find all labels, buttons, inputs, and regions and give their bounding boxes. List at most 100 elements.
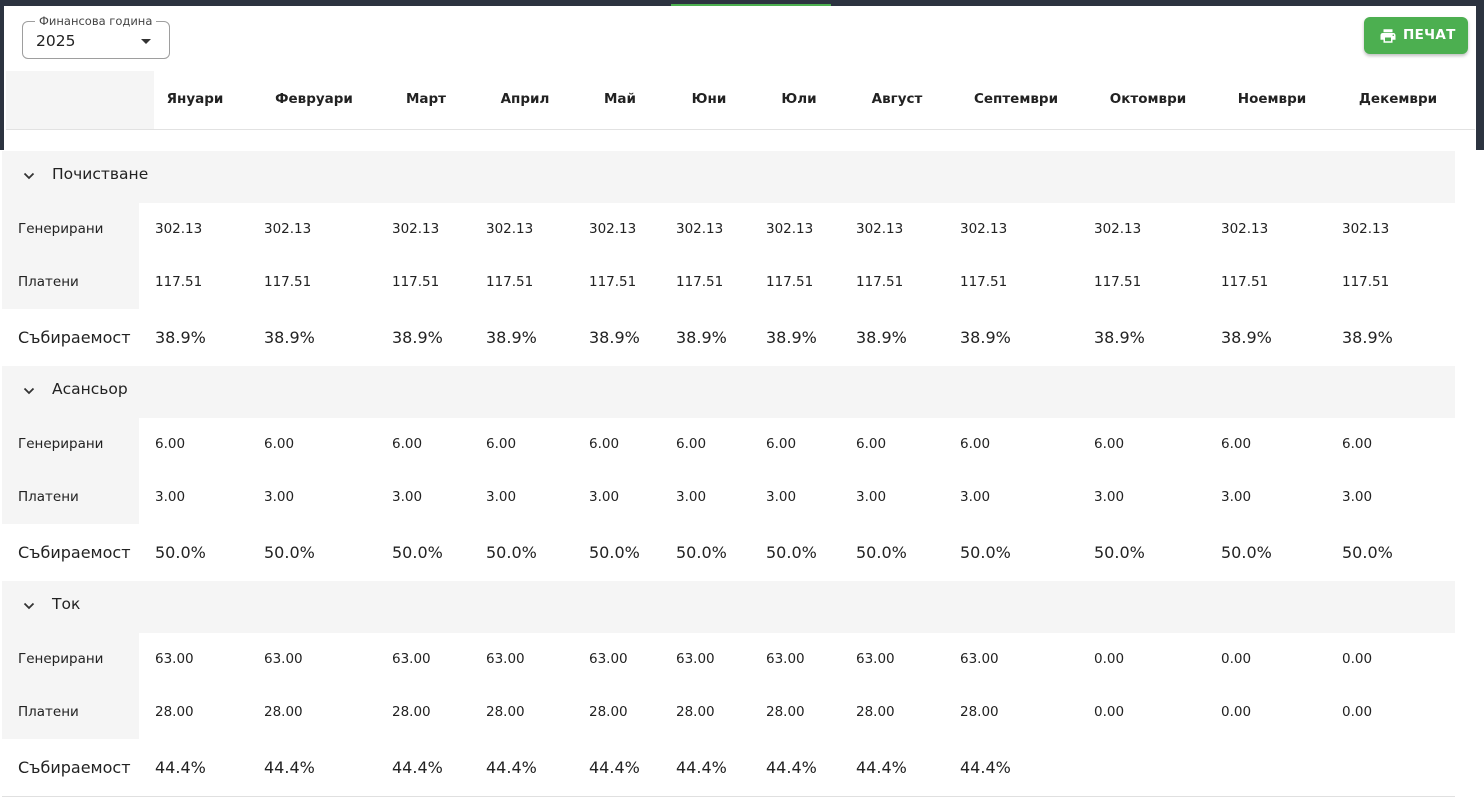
row-label-cell: Събираемост	[2, 309, 139, 366]
table-cell: 6.00	[264, 436, 295, 452]
table-cell: 63.00	[392, 651, 431, 667]
table-cell: 117.51	[1221, 274, 1269, 290]
row-label: Генерирани	[18, 221, 104, 237]
table-cell: 63.00	[766, 651, 805, 667]
active-tab-indicator	[671, 4, 831, 6]
table-cell: 38.9%	[960, 328, 1011, 347]
group-label: Ток	[52, 595, 81, 613]
table-cell: 63.00	[589, 651, 628, 667]
header-corner-cell	[6, 71, 154, 129]
table-cell: 28.00	[589, 704, 628, 720]
table-cell: 302.13	[155, 221, 203, 237]
table-cell: 3.00	[1221, 489, 1252, 505]
table-row-collection: Събираемост 44.4% 44.4% 44.4% 44.4% 44.4% 44.4…	[2, 739, 1455, 797]
row-label-cell: Платени	[2, 686, 139, 739]
table-cell: 38.9%	[264, 328, 315, 347]
fiscal-year-value: 2025	[36, 32, 76, 50]
row-label-cell: Събираемост	[2, 739, 139, 796]
month-header: Септември	[973, 91, 1059, 107]
table-cell: 50.0%	[1221, 543, 1272, 562]
table-row-paid: Платени 3.00 3.00 3.00 3.00 3.00 3.00 3.00 3.00 3…	[2, 471, 1455, 525]
row-label-cell: Платени	[2, 256, 139, 309]
table-cell: 28.00	[960, 704, 999, 720]
table-cell: 302.13	[486, 221, 534, 237]
table-cell: 28.00	[392, 704, 431, 720]
table-cell: 63.00	[486, 651, 525, 667]
print-button[interactable]: ПЕЧАТ	[1364, 17, 1468, 54]
table-row-collection: Събираемост 50.0% 50.0% 50.0% 50.0% 50.0% 50.0…	[2, 524, 1455, 582]
table-cell: 3.00	[960, 489, 991, 505]
table-cell: 3.00	[486, 489, 517, 505]
row-label-cell: Генерирани	[2, 418, 139, 471]
row-label: Събираемост	[18, 328, 131, 347]
fiscal-year-label: Финансова година	[35, 14, 157, 28]
table-cell: 28.00	[155, 704, 194, 720]
row-label: Генерирани	[18, 436, 104, 452]
table-cell: 63.00	[856, 651, 895, 667]
table-cell: 302.13	[1221, 221, 1269, 237]
group-label: Асансьор	[52, 380, 128, 398]
table-cell: 302.13	[392, 221, 440, 237]
table-cell: 44.4%	[486, 758, 537, 777]
table-cell: 44.4%	[155, 758, 206, 777]
table-cell: 50.0%	[486, 543, 537, 562]
row-label-cell: Събираемост	[2, 524, 139, 581]
row-label: Събираемост	[18, 758, 131, 777]
chevron-down-icon[interactable]	[23, 385, 35, 397]
table-cell: 38.9%	[766, 328, 817, 347]
fiscal-year-select[interactable]: Финансова година 2025	[22, 14, 170, 59]
table-cell: 50.0%	[392, 543, 443, 562]
table-cell: 117.51	[589, 274, 637, 290]
table-cell: 6.00	[1094, 436, 1125, 452]
table-cell: 0.00	[1342, 651, 1373, 667]
month-header: Август	[871, 91, 923, 107]
row-label: Платени	[18, 489, 79, 505]
table-cell: 50.0%	[1094, 543, 1145, 562]
table-cell: 28.00	[856, 704, 895, 720]
table-row-generated: Генерирани 63.00 63.00 63.00 63.00 63.00 63.00…	[2, 633, 1455, 687]
row-label: Генерирани	[18, 651, 104, 667]
table-cell: 117.51	[155, 274, 203, 290]
group-row[interactable]: Ток	[2, 581, 1455, 634]
table-cell: 3.00	[676, 489, 707, 505]
table-cell: 50.0%	[264, 543, 315, 562]
table-cell: 117.51	[766, 274, 814, 290]
table-cell: 63.00	[676, 651, 715, 667]
table-cell: 6.00	[960, 436, 991, 452]
month-header: Февруари	[275, 91, 353, 107]
table-cell: 38.9%	[155, 328, 206, 347]
table-row-generated: Генерирани 6.00 6.00 6.00 6.00 6.00 6.00 6.00 6.…	[2, 418, 1455, 472]
month-header-row: Януари Февруари Март Април Май Юни Юли Август Се…	[6, 71, 1475, 130]
table-cell: 38.9%	[856, 328, 907, 347]
table-cell: 50.0%	[960, 543, 1011, 562]
month-header: Декември	[1358, 91, 1438, 107]
window-right-edge	[1476, 0, 1484, 150]
group-row[interactable]: Асансьор	[2, 366, 1455, 419]
table-cell: 117.51	[856, 274, 904, 290]
table-cell: 117.51	[1342, 274, 1390, 290]
table-cell: 0.00	[1094, 651, 1125, 667]
table-cell: 3.00	[392, 489, 423, 505]
table-cell: 50.0%	[676, 543, 727, 562]
table-cell: 44.4%	[589, 758, 640, 777]
table-cell: 28.00	[486, 704, 525, 720]
table-cell: 44.4%	[856, 758, 907, 777]
table-cell: 0.00	[1221, 704, 1252, 720]
table-cell: 50.0%	[589, 543, 640, 562]
row-label-cell: Платени	[2, 471, 139, 524]
table-cell: 38.9%	[589, 328, 640, 347]
month-header: Ноември	[1237, 91, 1307, 107]
month-header: Април	[500, 91, 550, 107]
table-cell: 3.00	[264, 489, 295, 505]
chevron-down-icon[interactable]	[23, 600, 35, 612]
table-row-paid: Платени 28.00 28.00 28.00 28.00 28.00 28.00 28.…	[2, 686, 1455, 740]
row-label: Събираемост	[18, 543, 131, 562]
window-top-bar	[0, 0, 1484, 6]
group-row[interactable]: Почистване	[2, 151, 1455, 204]
table-cell: 3.00	[1342, 489, 1373, 505]
chevron-down-icon[interactable]	[23, 170, 35, 182]
month-header: Май	[603, 91, 637, 107]
table-cell: 38.9%	[1094, 328, 1145, 347]
table-cell: 302.13	[856, 221, 904, 237]
table-row-collection: Събираемост 38.9% 38.9% 38.9% 38.9% 38.9% 38.9…	[2, 309, 1455, 367]
